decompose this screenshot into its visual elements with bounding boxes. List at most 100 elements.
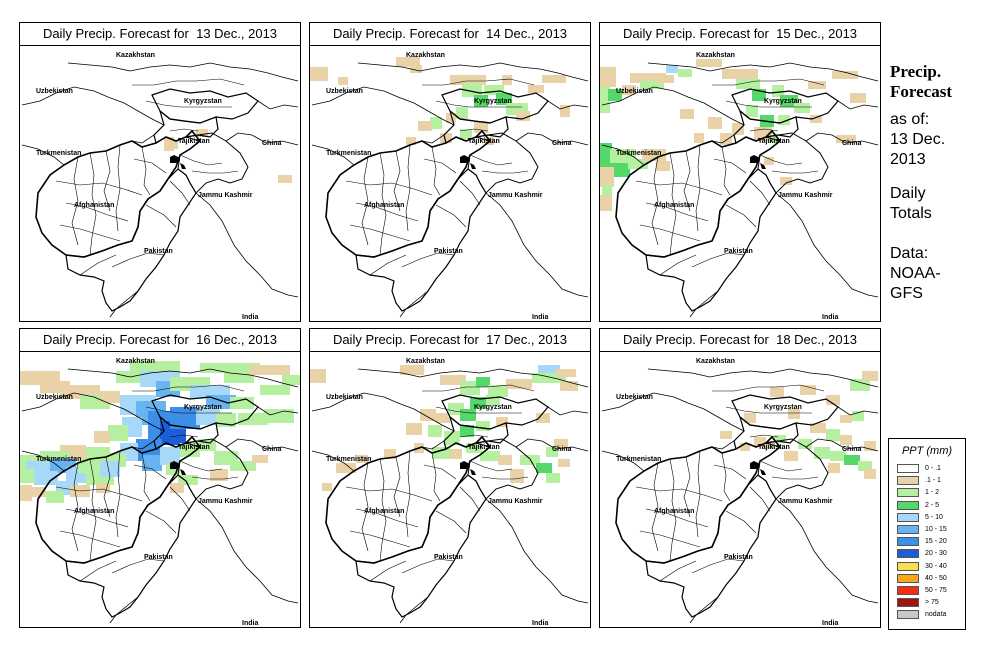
precip-cell [460,381,480,395]
country-label-turkmenistan: Turkmenistan [326,150,371,157]
province-border [713,464,747,480]
country-label-china: China [842,446,862,453]
province-border [349,530,411,548]
side-asof: as of: 13 Dec. 2013 [890,111,946,168]
china-border [515,406,589,452]
precip-cell [250,365,290,375]
province-border [469,460,513,472]
india-border [689,498,879,624]
precip-cell [170,483,184,493]
city-marker [170,155,186,169]
precip-cell [630,73,666,83]
precip-cell [680,109,694,119]
precip-cell [850,93,866,103]
country-label-tajikistan: Tajikistan [178,138,210,145]
province-border [89,152,97,256]
precip-cell [476,421,490,431]
country-label-kazakhstan: Kazakhstan [116,358,155,365]
panel-title: Daily Precip. Forecast for 18 Dec., 2013 [600,329,880,352]
precip-cells [720,371,878,479]
precip-cell [810,423,826,433]
borders [21,62,299,318]
precip-cell [560,105,570,117]
province-border [145,100,232,108]
precip-cell [142,455,162,471]
province-border [435,406,522,414]
province-border [683,456,691,518]
panel-title: Daily Precip. Forecast for 15 Dec., 2013 [600,23,880,46]
precip-cell [538,365,560,373]
country-label-afghanistan: Afghanistan [364,508,404,515]
pakistan-border [645,474,777,618]
kazakhstan-border [67,62,299,82]
province-border [759,460,803,472]
precip-cell [612,163,630,177]
borders [601,62,879,318]
province-border [361,462,369,552]
province-border [401,252,455,268]
precip-cell [788,409,800,419]
precip-cell [510,469,524,479]
province-border [459,434,489,438]
country-labels: Kazakhstan Uzbekistan Kyrgyzstan Tajikistan… [616,358,862,627]
country-labels: Kazakhstan Uzbekistan Kyrgyzstan Tajikistan… [36,358,282,627]
precip-cell [862,371,878,381]
precip-cell [462,83,482,97]
precip-cell [100,461,120,477]
province-border [695,450,701,538]
turkmenistan-border [601,144,645,166]
country-label-jammu-kashmir: Jammu Kashmir [198,498,253,505]
province-border [393,150,401,212]
precip-cell [696,59,722,67]
province-border [405,144,411,232]
india-border [109,192,299,318]
precip-cell [844,455,860,465]
precip-cell [450,75,486,85]
country-label-jammu-kashmir: Jammu Kashmir [778,498,833,505]
precip-cell [808,81,826,89]
province-border [89,458,97,562]
precip-cell [602,185,612,195]
precip-cell [852,411,864,421]
precip-cell [486,395,500,405]
precip-cell [322,483,332,491]
country-label-india: India [532,620,548,627]
precip-cell [656,75,674,83]
province-border [712,78,825,86]
precip-cell [810,115,822,123]
precip-cell [238,413,268,425]
precip-cell [546,447,558,457]
province-border [645,202,709,222]
province-border [659,254,697,276]
country-label-india: India [822,620,838,627]
province-border [405,450,411,538]
country-label-jammu-kashmir: Jammu Kashmir [778,192,833,199]
precip-cell [830,451,846,461]
country-labels: Kazakhstan Uzbekistan Kyrgyzstan Tajikistan… [326,358,572,627]
precip-cell [780,95,798,107]
precip-cell [798,439,812,449]
province-border [355,202,419,222]
precip-cell [678,69,692,77]
province-border [725,100,812,108]
country-label-jammu-kashmir: Jammu Kashmir [488,498,543,505]
precip-map: Kazakhstan Uzbekistan Kyrgyzstan Tajikistan… [600,52,879,321]
province-border [759,154,803,166]
forecast-panel-13-dec: Daily Precip. Forecast for 13 Dec., 2013… [19,22,301,322]
legend-label: > 75 [925,599,939,607]
precip-cell [784,451,798,461]
country-label-afghanistan: Afghanistan [654,508,694,515]
country-label-tajikistan: Tajikistan [468,444,500,451]
precip-cell [406,423,422,435]
afghanistan-border [35,129,202,258]
country-label-turkmenistan: Turkmenistan [616,150,661,157]
precip-map: Kazakhstan Uzbekistan Kyrgyzstan Tajikistan… [310,358,589,627]
kazakhstan-border [647,62,879,82]
precip-cell [310,369,326,383]
legend-label: 50 - 75 [925,587,947,594]
precip-cell [428,425,442,437]
precip-cell [450,449,462,459]
province-border [65,202,129,222]
province-border [683,150,691,212]
panel-title: Daily Precip. Forecast for 13 Dec., 2013 [20,23,300,46]
